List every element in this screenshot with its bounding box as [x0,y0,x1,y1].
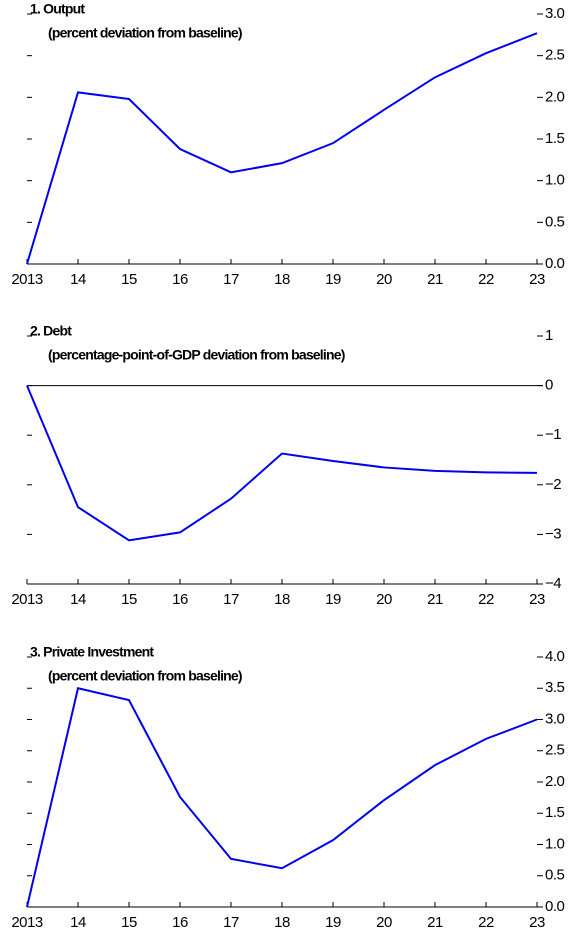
x-tick-label: 21 [427,271,443,288]
x-tick-label: 17 [223,914,239,931]
y-tick-label: 1.0 [545,172,565,189]
x-tick-label: 20 [376,914,392,931]
y-tick-label: 0.5 [545,867,565,884]
y-tick-label: 1.5 [545,804,565,821]
y-tick-label: 1.0 [545,835,565,852]
y-tick-label: −2 [545,476,561,493]
x-tick-label: 19 [325,914,341,931]
x-tick-label: 22 [478,914,494,931]
x-tick-label: 19 [325,271,341,288]
x-tick-label: 15 [121,271,137,288]
x-tick-label: 16 [172,271,188,288]
x-tick-label: 21 [427,591,443,608]
panel-subtitle: (percentage-point-of-GDP deviation from … [48,347,345,363]
x-tick-label: 16 [172,591,188,608]
y-tick-label: 2.0 [545,773,565,790]
y-tick-label: 0.0 [545,898,565,915]
data-line [26,32,538,265]
x-tick-label: 18 [274,591,290,608]
x-tick-label: 18 [274,914,290,931]
panel-subtitle: (percent deviation from baseline) [48,25,242,41]
x-tick-label: 22 [478,591,494,608]
y-tick-label: −4 [545,575,561,592]
x-tick-label: 2013 [11,914,43,931]
y-tick-label: 0.0 [545,255,565,272]
y-tick-label: 3.0 [545,5,565,22]
y-tick-label: 2.5 [545,742,565,759]
panel-title: 2. Debt [30,323,72,339]
x-tick-label: 15 [121,591,137,608]
y-tick-label: 0.5 [545,213,565,230]
x-tick-label: 19 [325,591,341,608]
y-tick-label: 0 [545,377,553,394]
x-tick-label: 22 [478,271,494,288]
x-tick-label: 21 [427,914,443,931]
panel-subtitle: (percent deviation from baseline) [48,668,242,684]
y-tick-label: 2.0 [545,88,565,105]
x-tick-label: 2013 [11,271,43,288]
panel-title: 1. Output [30,1,85,17]
y-tick-label: 4.0 [545,648,565,665]
panel-title: 3. Private Investment [30,644,154,660]
data-line [26,687,538,908]
x-tick-label: 23 [529,271,545,288]
x-tick-label: 20 [376,591,392,608]
x-tick-label: 17 [223,591,239,608]
x-tick-label: 14 [70,914,86,931]
x-tick-label: 23 [529,914,545,931]
y-tick-label: 3.5 [545,679,565,696]
x-tick-label: 16 [172,914,188,931]
y-tick-label: −3 [545,525,561,542]
x-tick-label: 15 [121,914,137,931]
y-tick-label: 1.5 [545,130,565,147]
x-tick-label: 23 [529,591,545,608]
x-tick-label: 14 [70,271,86,288]
x-tick-label: 17 [223,271,239,288]
y-tick-label: 1 [545,327,553,344]
y-tick-label: −1 [545,426,561,443]
x-tick-label: 14 [70,591,86,608]
data-line [26,385,538,542]
x-tick-label: 2013 [11,591,43,608]
y-tick-label: 2.5 [545,47,565,64]
x-tick-label: 20 [376,271,392,288]
x-tick-label: 18 [274,271,290,288]
y-tick-label: 3.0 [545,710,565,727]
